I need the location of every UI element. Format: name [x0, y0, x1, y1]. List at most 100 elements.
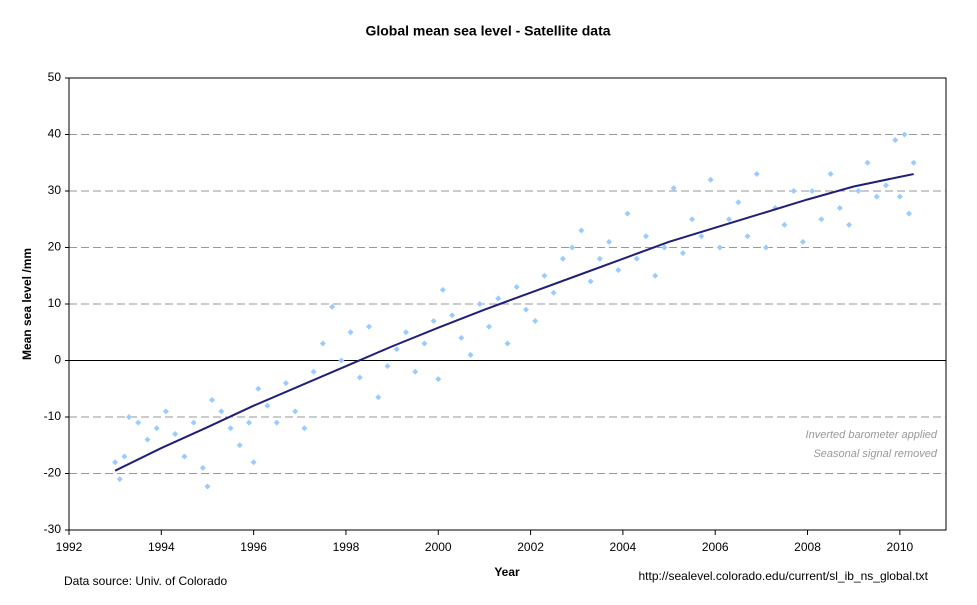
- data-point: [864, 159, 871, 166]
- y-tick-label: 20: [48, 240, 62, 254]
- data-point: [532, 317, 539, 324]
- data-point: [596, 255, 603, 262]
- data-point: [827, 171, 834, 178]
- data-point: [698, 233, 705, 240]
- data-point: [836, 204, 843, 211]
- x-tick-label: 2006: [702, 540, 729, 554]
- x-tick-label: 2010: [886, 540, 913, 554]
- data-point: [375, 394, 382, 401]
- data-point: [495, 295, 502, 302]
- y-tick-label: -30: [44, 522, 62, 536]
- data-point: [421, 340, 428, 347]
- data-point: [384, 363, 391, 370]
- data-point: [135, 419, 142, 426]
- data-point: [439, 286, 446, 293]
- data-point: [172, 430, 179, 437]
- data-point: [689, 216, 696, 223]
- data-point: [209, 397, 216, 404]
- data-point: [116, 476, 123, 483]
- data-point: [504, 340, 511, 347]
- url-note: http://sealevel.colorado.edu/current/sl_…: [638, 569, 928, 583]
- data-point: [642, 233, 649, 240]
- data-point: [282, 380, 289, 387]
- data-point: [707, 176, 714, 183]
- data-point: [112, 459, 119, 466]
- y-tick-label: -10: [44, 409, 62, 423]
- data-point: [522, 306, 529, 313]
- data-point: [467, 351, 474, 358]
- data-point: [301, 425, 308, 432]
- data-point: [790, 188, 797, 194]
- data-point: [744, 233, 751, 240]
- data-point: [615, 267, 622, 274]
- trend-line: [114, 173, 914, 472]
- annotation: Seasonal signal removed: [813, 448, 937, 460]
- data-point: [310, 368, 317, 375]
- data-point: [144, 436, 151, 443]
- data-point: [559, 255, 566, 262]
- data-point: [181, 453, 188, 460]
- data-point: [896, 193, 903, 200]
- source-note: Data source: Univ. of Colorado: [64, 574, 228, 588]
- data-point: [670, 185, 677, 192]
- data-point: [347, 329, 354, 336]
- data-point: [329, 303, 336, 310]
- data-point: [882, 182, 889, 189]
- data-point: [264, 402, 271, 409]
- data-point: [726, 216, 733, 223]
- data-point: [781, 221, 788, 228]
- chart-title: Global mean sea level - Satellite data: [365, 23, 610, 39]
- data-point: [652, 272, 659, 279]
- data-point: [799, 238, 806, 245]
- data-point: [338, 357, 345, 364]
- x-tick-label: 1992: [56, 540, 83, 554]
- y-axis-label: Mean sea level /mm: [20, 248, 34, 360]
- data-point: [121, 453, 128, 460]
- x-tick-label: 2002: [517, 540, 544, 554]
- data-point: [587, 278, 594, 285]
- data-point: [412, 368, 419, 375]
- data-point: [236, 442, 243, 449]
- data-point: [661, 244, 668, 251]
- data-point: [319, 340, 326, 347]
- data-point: [906, 210, 913, 217]
- data-point: [246, 419, 253, 426]
- data-point: [366, 323, 373, 330]
- data-point: [273, 419, 280, 426]
- data-point: [449, 312, 456, 319]
- data-point: [402, 329, 409, 336]
- data-point: [550, 289, 557, 296]
- data-point: [633, 255, 640, 262]
- data-point: [762, 244, 769, 251]
- data-point: [679, 250, 686, 257]
- annotation: Inverted barometer applied: [806, 429, 938, 441]
- plot-frame: [68, 77, 947, 531]
- data-point: [255, 385, 262, 392]
- data-point: [153, 425, 160, 432]
- y-tick-label: 0: [54, 353, 61, 367]
- data-point: [910, 159, 917, 166]
- data-point: [292, 408, 299, 415]
- y-tick-label: -20: [44, 466, 62, 480]
- data-point: [356, 374, 363, 381]
- data-point: [716, 244, 723, 251]
- x-tick-label: 1996: [240, 540, 267, 554]
- data-point: [458, 334, 465, 341]
- data-point: [873, 193, 880, 200]
- x-tick-label: 1998: [333, 540, 360, 554]
- data-point: [126, 414, 133, 420]
- y-tick-label: 50: [48, 70, 62, 84]
- data-point: [430, 317, 437, 324]
- data-point: [624, 210, 631, 217]
- data-point: [190, 419, 197, 426]
- data-point: [476, 301, 483, 307]
- data-point: [218, 408, 225, 415]
- x-tick-label: 2000: [425, 540, 452, 554]
- data-point: [541, 272, 548, 279]
- data-point: [809, 188, 816, 194]
- data-point: [855, 188, 862, 194]
- data-point: [250, 459, 257, 466]
- data-point: [606, 238, 613, 245]
